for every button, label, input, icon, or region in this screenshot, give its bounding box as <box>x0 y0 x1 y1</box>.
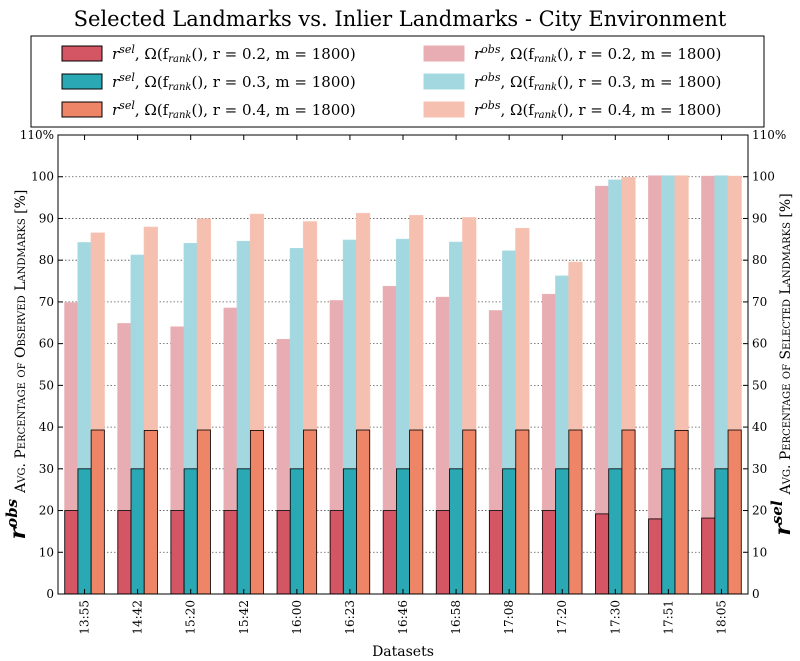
ytick-label-left: 90 <box>39 211 54 225</box>
bar-selected-r03 <box>555 468 570 595</box>
bar-selected-r03 <box>502 468 517 595</box>
ytick-label-left: 10 <box>39 545 54 559</box>
bar-selected-r02 <box>329 510 344 595</box>
bar-selected-r04 <box>409 429 424 595</box>
bar-selected-r02 <box>542 510 557 595</box>
ytick-label-right: 20 <box>752 504 767 518</box>
xtick-label: 15:42 <box>237 600 251 635</box>
bar-selected-r04 <box>621 429 636 595</box>
legend-label: robs, Ω(frank(), r = 0.3, m = 1800) <box>474 71 721 93</box>
ytick-label-left: 100 <box>31 170 54 184</box>
bar-selected-r03 <box>714 468 729 595</box>
bar-selected-r03 <box>236 468 251 595</box>
x-axis-label: Datasets <box>372 644 434 660</box>
bar-selected-r04 <box>196 429 211 595</box>
ytick-label-left: 60 <box>39 337 54 351</box>
y-axis-label-left: robsAvg. Percentage of Observed Landmark… <box>3 190 31 540</box>
bar-selected-r03 <box>661 468 676 595</box>
ytick-label-right: 0 <box>752 587 760 601</box>
xtick-label: 16:23 <box>343 600 357 635</box>
bar-selected-r04 <box>249 430 264 595</box>
ytick-label-left: 20 <box>39 504 54 518</box>
legend-swatch <box>61 45 103 62</box>
ytick-label-left: 80 <box>39 253 54 267</box>
bar-selected-r04 <box>303 429 318 595</box>
axis-ticks: 0 0 10 10 20 20 30 30 40 40 50 50 60 60 70 70 80 80 90 90 10… <box>20 128 787 635</box>
bar-selected-r03 <box>395 468 410 595</box>
legend-label: robs, Ω(frank(), r = 0.4, m = 1800) <box>474 99 721 121</box>
xtick-label: 18:05 <box>714 600 728 635</box>
selected-bars <box>64 429 742 595</box>
legend-swatch <box>61 101 103 118</box>
ytick-label-right: 110% <box>752 128 786 142</box>
bar-selected-r02 <box>117 510 132 595</box>
legend-swatch <box>423 101 465 118</box>
bar-selected-r03 <box>130 468 145 595</box>
xtick-label: 17:51 <box>661 600 675 635</box>
ytick-label-right: 30 <box>752 462 767 476</box>
ytick-label-right: 50 <box>752 378 767 392</box>
legend-swatch <box>61 73 103 90</box>
bar-selected-r04 <box>143 430 158 595</box>
bar-selected-r03 <box>449 468 464 595</box>
y-axis-label-right: rselAvg. Percentage of Selected Landmark… <box>768 193 796 535</box>
ytick-label-right: 90 <box>752 211 767 225</box>
bar-selected-r03 <box>77 468 92 595</box>
bar-selected-r02 <box>488 510 503 595</box>
bar-selected-r02 <box>64 510 79 595</box>
ytick-label-right: 10 <box>752 545 767 559</box>
legend-label: rsel, Ω(frank(), r = 0.2, m = 1800) <box>112 43 356 65</box>
legend-swatch <box>423 45 465 62</box>
bar-selected-r02 <box>701 517 716 595</box>
legend-swatch <box>423 73 465 90</box>
bar-selected-r02 <box>223 510 238 595</box>
ytick-label-right: 60 <box>752 337 767 351</box>
bar-selected-r02 <box>435 510 450 595</box>
ytick-label-left: 70 <box>39 295 54 309</box>
legend-label: rsel, Ω(frank(), r = 0.3, m = 1800) <box>112 71 356 93</box>
bar-selected-r04 <box>674 430 689 595</box>
bar-selected-r04 <box>515 429 530 595</box>
xtick-label: 13:55 <box>78 600 92 635</box>
ytick-label-right: 70 <box>752 295 767 309</box>
bar-selected-r04 <box>90 429 105 595</box>
legend: rsel, Ω(frank(), r = 0.2, m = 1800) robs,… <box>30 35 765 128</box>
xtick-label: 16:58 <box>449 600 463 635</box>
bar-selected-r02 <box>170 510 185 595</box>
bar-selected-r03 <box>183 468 198 595</box>
axis-labels: Datasets robsAvg. Percentage of Observed … <box>3 190 796 660</box>
ytick-label-right: 100 <box>752 170 775 184</box>
ytick-label-right: 40 <box>752 420 767 434</box>
xtick-label: 17:20 <box>555 600 569 635</box>
legend-label: rsel, Ω(frank(), r = 0.4, m = 1800) <box>112 99 356 121</box>
legend-label: robs, Ω(frank(), r = 0.2, m = 1800) <box>474 43 721 65</box>
ytick-label-left: 0 <box>46 587 54 601</box>
legend-box <box>30 35 765 128</box>
xtick-label: 14:42 <box>131 600 145 635</box>
bar-selected-r04 <box>727 429 742 595</box>
bar-selected-r03 <box>289 468 304 595</box>
xtick-label: 17:08 <box>502 600 516 635</box>
bar-selected-r03 <box>608 468 623 595</box>
bar-selected-r02 <box>382 510 397 595</box>
ytick-label-left: 110% <box>20 128 54 142</box>
bar-selected-r02 <box>276 510 291 595</box>
ytick-label-left: 30 <box>39 462 54 476</box>
ytick-label-left: 40 <box>39 420 54 434</box>
ytick-label-left: 50 <box>39 378 54 392</box>
ytick-label-right: 80 <box>752 253 767 267</box>
bar-selected-r04 <box>568 429 583 595</box>
xtick-label: 16:00 <box>290 600 304 635</box>
bar-selected-r03 <box>342 468 357 595</box>
bar-selected-r04 <box>462 429 477 595</box>
bar-selected-r04 <box>356 429 371 595</box>
chart-title: Selected Landmarks vs. Inlier Landmarks … <box>74 7 727 31</box>
bar-selected-r02 <box>648 518 663 595</box>
xtick-label: 16:46 <box>396 600 410 635</box>
xtick-label: 15:20 <box>184 600 198 635</box>
bar-selected-r02 <box>595 513 610 595</box>
xtick-label: 17:30 <box>608 600 622 635</box>
